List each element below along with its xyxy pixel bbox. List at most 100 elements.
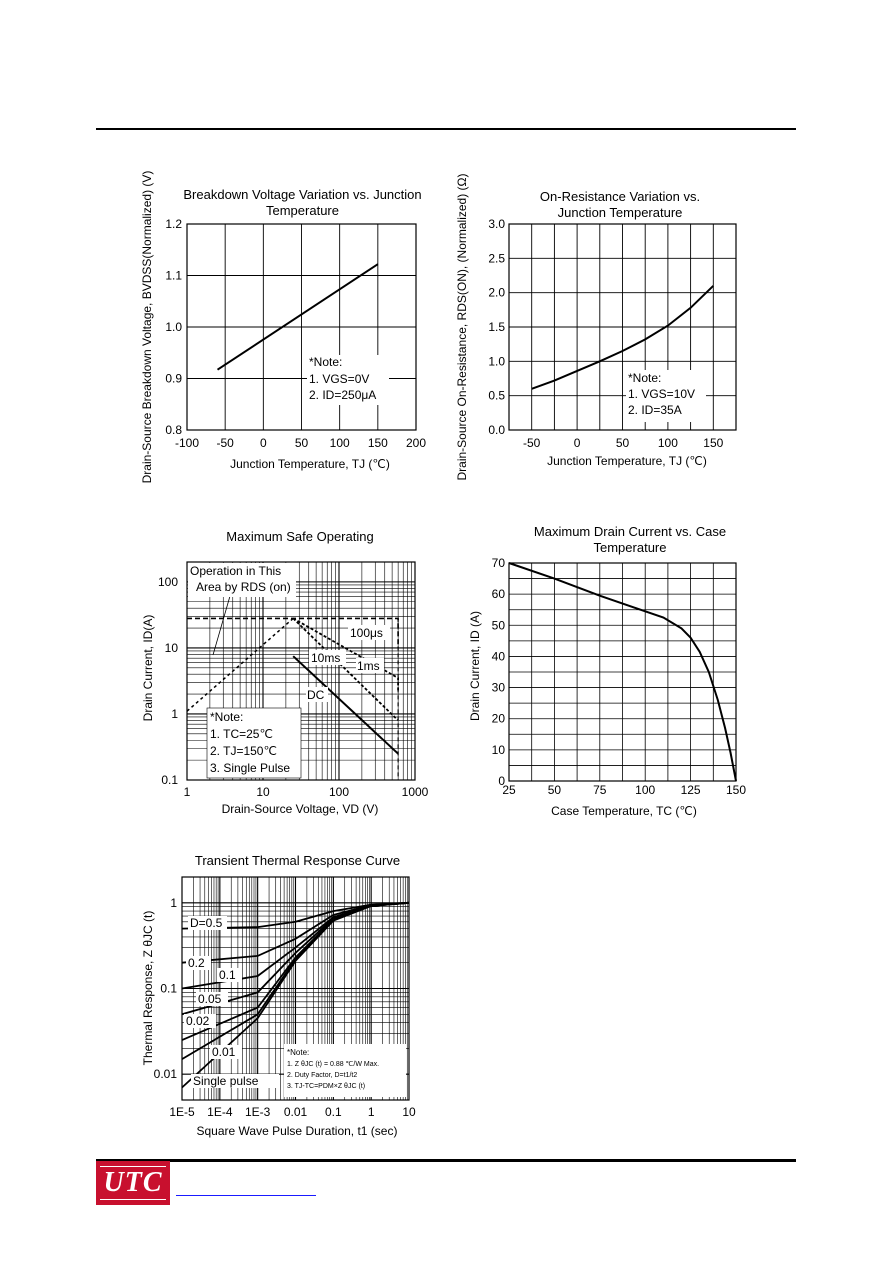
chart-3-xtick: 10 [256,785,270,799]
chart-3-ytick: 100 [158,575,178,589]
chart-1-note-line1: 1. VGS=0V [309,372,369,386]
header-rule [96,128,796,130]
chart-5-xlabel: Square Wave Pulse Duration, t1 (sec) [197,1124,398,1138]
chart-5-xtick: 1 [368,1105,375,1119]
chart-3-note-line1: 1. TC=25℃ [210,727,273,741]
chart-1-xtick: 50 [295,436,309,450]
chart-5-label-01: 0.1 [219,968,236,982]
chart-5-ylabel: Thermal Response, Z θJC (t) [141,911,155,1066]
breakdown-voltage-chart: *Note: 1. VGS=0V 2. ID=250μA Junction Te… [140,171,426,484]
chart-1-xlabel: Junction Temperature, TJ (℃) [230,457,390,471]
chart-4-ytick: 0 [498,774,505,788]
chart-4-ytick: 10 [492,743,506,757]
chart-3-note-line2: 2. TJ=150℃ [210,744,277,758]
safe-operating-area-chart: *Note: 1. TC=25℃ 2. TJ=150℃ 3. Single Pu… [141,561,429,816]
chart-1-xtick: 200 [406,436,426,450]
chart-2-note-line1: 1. VGS=10V [628,387,695,401]
chart-5-label-d05-box [188,916,227,930]
chart-5-note-line2: 2. Duty Factor, D=t1/t2 [287,1072,357,1079]
chart-5-label-001-box [210,1045,242,1059]
chart-5-ytick: 0.1 [160,982,177,996]
chart-3-ytick: 0.1 [161,773,178,787]
chart-3-ytick: 10 [165,641,179,655]
chart-1-ytick: 0.8 [165,423,182,437]
chart-3-region-label-2: Area by RDS (on) [196,580,291,594]
max-drain-current-chart: Case Temperature, TC (℃) Drain Current, … [468,556,746,818]
chart-5-ytick: 0.01 [154,1067,178,1081]
chart-4-xlabel: Case Temperature, TC (℃) [551,804,697,818]
chart-1-xtick: 150 [368,436,388,450]
chart-5-label-001: 0.01 [212,1045,236,1059]
chart-3-xtick: 1 [184,785,191,799]
chart-3-note-title: *Note: [210,710,243,724]
chart-5-label-single-box [191,1074,279,1088]
chart-3-xlabel: Drain-Source Voltage, VD (V) [222,802,379,816]
chart-2-ytick: 0.5 [488,389,505,403]
chart-3-label-1ms: 1ms [357,659,380,673]
chart-5-label-02-box [186,956,211,970]
chart-5-note-line3: 3. TJ-TC=PDM×Z θJC (t) [287,1083,365,1090]
chart-3-label-10ms-box [309,650,346,665]
chart-5-label-002-box [184,1014,216,1028]
chart-5-label-005-box [196,992,228,1006]
chart-5-label-single: Single pulse [193,1074,259,1088]
chart-3-note-box [206,707,302,779]
chart-2-xtick: 150 [703,436,723,450]
chart-5-xtick: 0.01 [284,1105,308,1119]
chart-3-series-line [292,617,399,722]
chart-5-label-d05: D=0.5 [190,916,223,930]
chart-2-ytick: 1.0 [488,354,505,368]
chart-4-title: Maximum Drain Current vs. Case Temperatu… [533,524,727,555]
chart-5-label-002: 0.02 [186,1014,210,1028]
chart-3-label-1ms-box [356,658,384,673]
chart-4-xtick: 75 [593,783,607,797]
chart-1-xtick: -100 [175,436,199,450]
chart-1-ytick: 1.1 [165,269,182,283]
chart-2-title: On-Resistance Variation vs. Junction Tem… [539,189,701,220]
chart-2-ytick: 0.0 [488,423,505,437]
chart-5-note-line1: 1. Z θJC (t) = 0.88 ℃/W Max. [287,1061,379,1068]
chart-4-ytick: 70 [492,556,506,570]
chart-4-ytick: 40 [492,649,506,663]
chart-4-ytick: 30 [492,681,506,695]
chart-1-xtick: 0 [260,436,267,450]
chart-1-ylabel: Drain-Source Breakdown Voltage, BVDSS(No… [140,171,154,484]
chart-2-ytick: 1.5 [488,320,505,334]
logo-text: UTC [103,1167,163,1198]
chart-5-xtick: 1E-4 [207,1105,233,1119]
chart-4-xtick: 50 [548,783,562,797]
chart-1-title: Breakdown Voltage Variation vs. Junction… [183,187,422,218]
chart-1-note-box [307,355,389,405]
chart-4-xtick: 25 [502,783,516,797]
chart-3-note-line3: 3. Single Pulse [210,761,290,775]
chart-4-series-line [508,562,737,782]
chart-2-ytick: 2.0 [488,286,505,300]
chart-2-note-box [626,370,706,422]
chart-3-xtick: 100 [329,785,349,799]
chart-2-xtick: 50 [616,436,630,450]
chart-1-ytick: 1.0 [165,320,182,334]
chart-3-series-line [292,655,399,755]
chart-2-ytick: 2.5 [488,251,505,265]
chart-3-label-10ms: 10ms [311,651,340,665]
chart-5-xtick: 0.1 [325,1105,342,1119]
chart-5-xtick: 1E-5 [169,1105,195,1119]
chart-3-region-label-box [188,563,296,597]
chart-1-note-title: *Note: [309,355,342,369]
chart-3-pointer-line [212,595,231,656]
chart-3-label-100us-box [348,625,390,640]
chart-3-xtick: 1000 [402,785,429,799]
chart-5-note-title: *Note: [287,1048,309,1057]
chart-2-series-line [531,285,714,390]
chart-5-ytick: 1 [170,896,177,910]
chart-4-ytick: 50 [492,618,506,632]
chart-3-ylabel: Drain Current, ID(A) [141,615,155,722]
footer-link-underline[interactable] [176,1195,316,1196]
chart-1-ytick: 0.9 [165,372,182,386]
chart-3-region-label-1: Operation in This [190,564,281,578]
chart-1-series-line [216,263,379,371]
chart-5-title: Transient Thermal Response Curve [194,853,401,868]
chart-2-xtick: -50 [523,436,541,450]
chart-3-label-dc-box [306,687,328,702]
chart-4-ylabel: Drain Current, ID (A) [468,611,482,721]
